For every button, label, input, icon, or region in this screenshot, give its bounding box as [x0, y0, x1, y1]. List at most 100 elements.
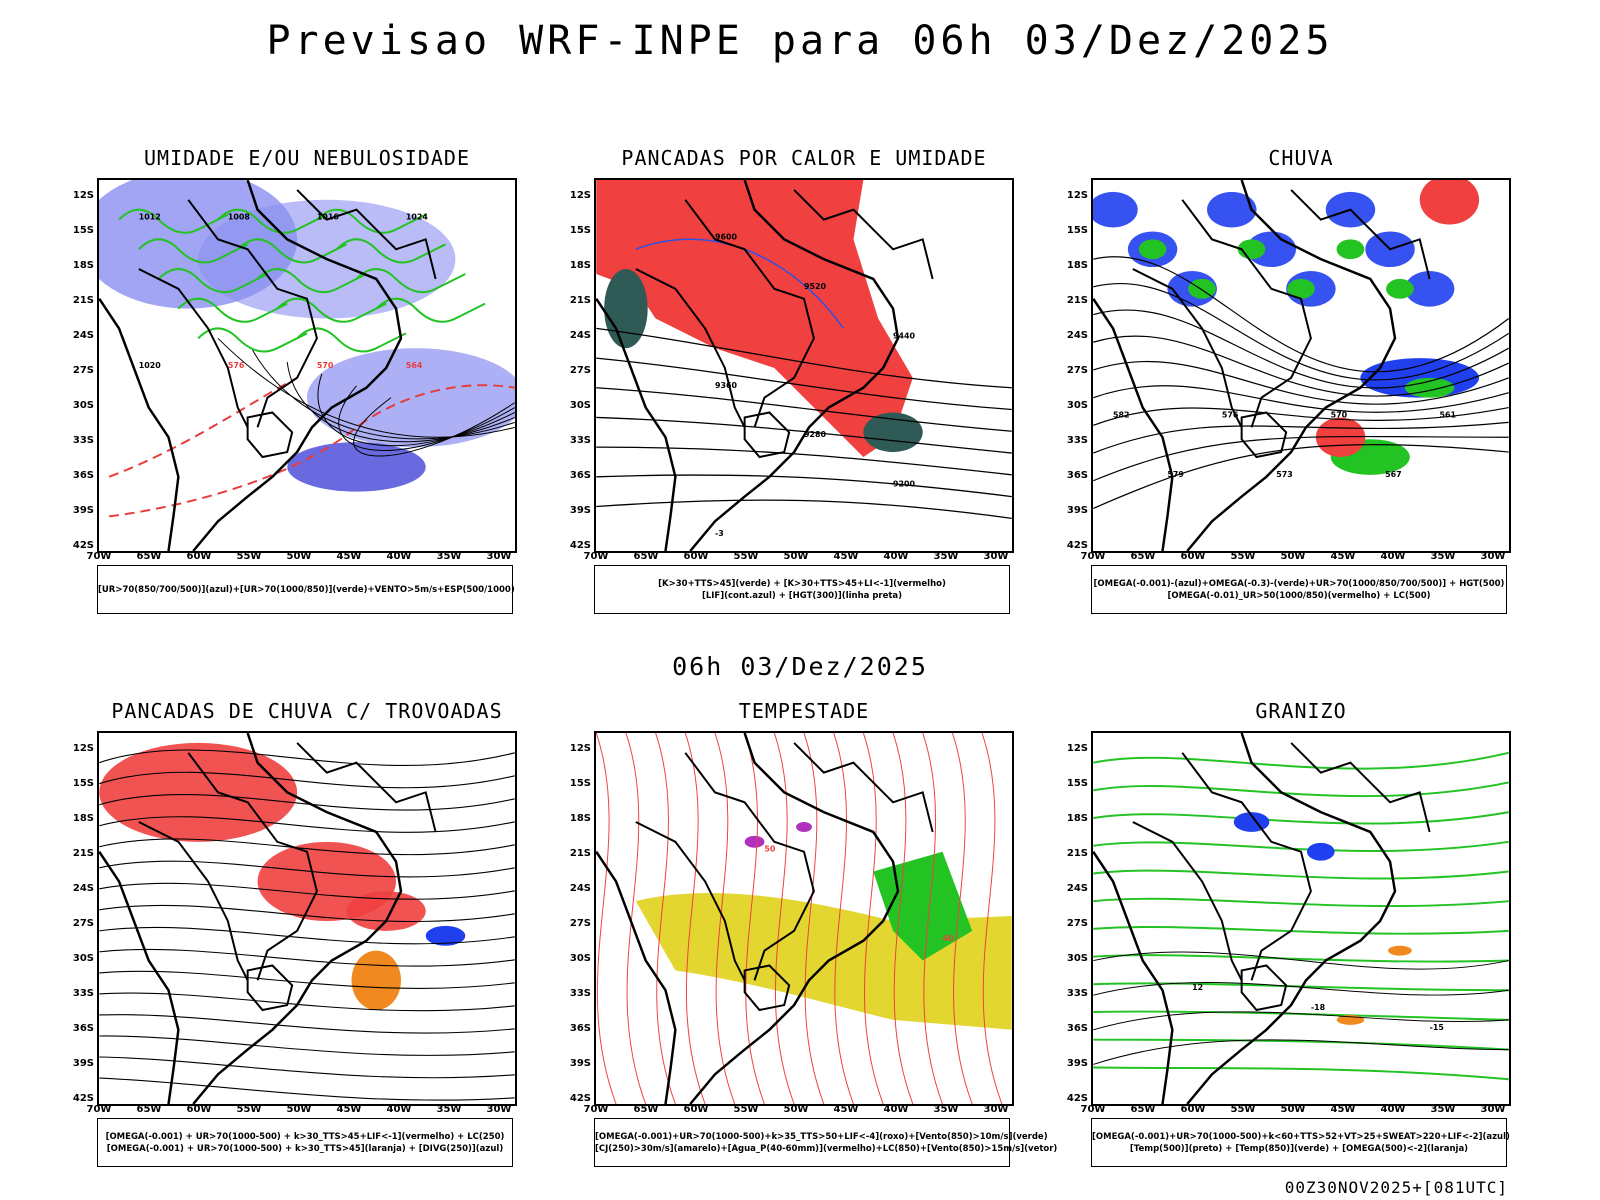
- lon-tick-label: 40W: [883, 1104, 909, 1115]
- map-svg: 1012 1008 1016 1024 1020 576 570 564: [99, 180, 515, 551]
- temp850-contour: [1093, 897, 1509, 908]
- lon-tick-label: 70W: [1080, 551, 1106, 562]
- temp850-contour: [1093, 925, 1509, 935]
- legend-line: [OMEGA(-0.001) + UR>70(1000-500) + k>30_…: [106, 1143, 504, 1154]
- omega-strong-area: [1386, 278, 1414, 299]
- omega-strong-area: [1287, 278, 1315, 299]
- streamline: [1093, 256, 1509, 373]
- temp850-contour: [1093, 869, 1509, 880]
- lon-tick-label: 45W: [833, 551, 859, 562]
- lon-tick-label: 50W: [783, 1104, 809, 1115]
- low-humidity-contour: [217, 208, 328, 234]
- streamline: [99, 1056, 515, 1079]
- temp850-contour: [1093, 1038, 1509, 1051]
- isobar: [286, 361, 515, 443]
- water-contour: [892, 733, 914, 1104]
- lat-tick-label: 33S: [569, 988, 591, 999]
- low-humidity-contour: [118, 208, 229, 234]
- country-border: [1290, 189, 1431, 280]
- lon-tick-label: 50W: [286, 551, 312, 562]
- country-border: [138, 821, 249, 981]
- forecast-date-label: 06h 03/Dez/2025: [672, 652, 928, 681]
- legend-line: [OMEGA(-0.001)+UR>70(1000-500)+k>35_TTS>…: [595, 1131, 1048, 1142]
- lon-tick-label: 30W: [1480, 551, 1506, 562]
- water-contour: [744, 733, 765, 1104]
- lat-tick-label: 15S: [1066, 225, 1088, 236]
- severe-storm-area: [744, 835, 765, 848]
- panel-title: GRANIZO: [1255, 699, 1347, 723]
- water-contour: [684, 733, 706, 1104]
- temp850-contour: [1093, 811, 1509, 825]
- water-contour: [596, 733, 617, 1104]
- panel-title: PANCADAS DE CHUVA C/ TROVOADAS: [111, 699, 503, 723]
- coastline-west: [99, 851, 180, 1104]
- isobar: [217, 337, 515, 438]
- lon-tick-label: 45W: [833, 1104, 859, 1115]
- lat-tick-label: 21S: [72, 295, 94, 306]
- panel-title: TEMPESTADE: [738, 699, 870, 723]
- lon-tick-label: 70W: [583, 551, 609, 562]
- contour-label: -18: [1311, 1003, 1326, 1012]
- lon-tick-label: 65W: [633, 551, 659, 562]
- legend-line: [Temp(500)](preto) + [Temp(850)](verde) …: [1129, 1143, 1469, 1154]
- omega-strong-area: [1336, 239, 1365, 260]
- coastline: [1186, 733, 1397, 1104]
- water-contour: [833, 733, 854, 1104]
- contour-label: 9520: [804, 282, 827, 291]
- lat-tick-label: 39S: [72, 1058, 94, 1069]
- map-svg: [99, 733, 515, 1104]
- country-border: [1290, 742, 1431, 833]
- lon-tick-label: 40W: [883, 551, 909, 562]
- temp850-contour: [1093, 840, 1509, 852]
- legend-line: [UR>70(850/700/500)](azul)+[UR>70(1000/8…: [98, 584, 515, 595]
- lat-tick-label: 39S: [569, 1058, 591, 1069]
- legend-line: [OMEGA(-0.001)+UR>70(1000-500)+k<60+TTS>…: [1092, 1131, 1510, 1142]
- lon-tick-label: 30W: [983, 1104, 1009, 1115]
- low-humidity-contour: [177, 297, 288, 323]
- water-contour: [862, 733, 884, 1104]
- height-contour: [596, 474, 1012, 498]
- streamline: [99, 1035, 515, 1056]
- map-svg: 582 579 576 573 570 567 561: [1093, 180, 1509, 551]
- lon-tick-label: 60W: [683, 551, 709, 562]
- lat-tick-label: 18S: [569, 813, 591, 824]
- map-svg: 12 -18 -15: [1093, 733, 1509, 1104]
- uruguay-outline: [246, 411, 294, 459]
- streamline: [1093, 335, 1509, 397]
- lon-tick-label: 35W: [1430, 1104, 1456, 1115]
- contour-label: 576: [1222, 410, 1239, 419]
- country-border: [793, 189, 934, 280]
- low-humidity-contour: [276, 297, 387, 323]
- legend-line: [K>30+TTS>45](verde) + [K>30+TTS>45+LI<-…: [658, 578, 946, 589]
- contour-label: 570: [317, 361, 334, 370]
- lat-tick-label: 24S: [1066, 330, 1088, 341]
- legend-line: [OMEGA(-0.01)_UR>50(1000/850)(vermelho) …: [1167, 590, 1431, 601]
- temp500-contour: [1093, 1039, 1509, 1065]
- streamline: [1093, 360, 1509, 405]
- lat-tick-label: 30S: [72, 400, 94, 411]
- country-border: [296, 742, 437, 833]
- coastline-west: [596, 851, 677, 1104]
- lat-tick-label: 42S: [72, 1093, 94, 1104]
- lat-tick-label: 12S: [72, 190, 94, 201]
- lat-tick-label: 15S: [569, 225, 591, 236]
- lon-tick-label: 60W: [683, 1104, 709, 1115]
- lon-tick-label: 55W: [733, 1104, 759, 1115]
- lat-tick-label: 27S: [72, 365, 94, 376]
- coastline: [1186, 180, 1397, 551]
- temp850-contour: [1093, 751, 1509, 770]
- country-border: [635, 268, 746, 428]
- contour-label: -3: [715, 529, 724, 538]
- contour-label: 9360: [715, 381, 738, 390]
- height-contour: [596, 446, 1012, 476]
- omega-strong-area: [1138, 239, 1167, 260]
- lat-tick-label: 24S: [72, 883, 94, 894]
- legend-box: [K>30+TTS>45](verde) + [K>30+TTS>45+LI<-…: [594, 565, 1010, 614]
- water-contour: [803, 733, 825, 1104]
- lat-tick-label: 18S: [72, 813, 94, 824]
- rain-area: [1419, 180, 1480, 225]
- lat-tick-label: 42S: [1066, 1093, 1088, 1104]
- height-contour: [596, 357, 1012, 411]
- lat-tick-label: 27S: [1066, 365, 1088, 376]
- country-border: [1181, 752, 1312, 981]
